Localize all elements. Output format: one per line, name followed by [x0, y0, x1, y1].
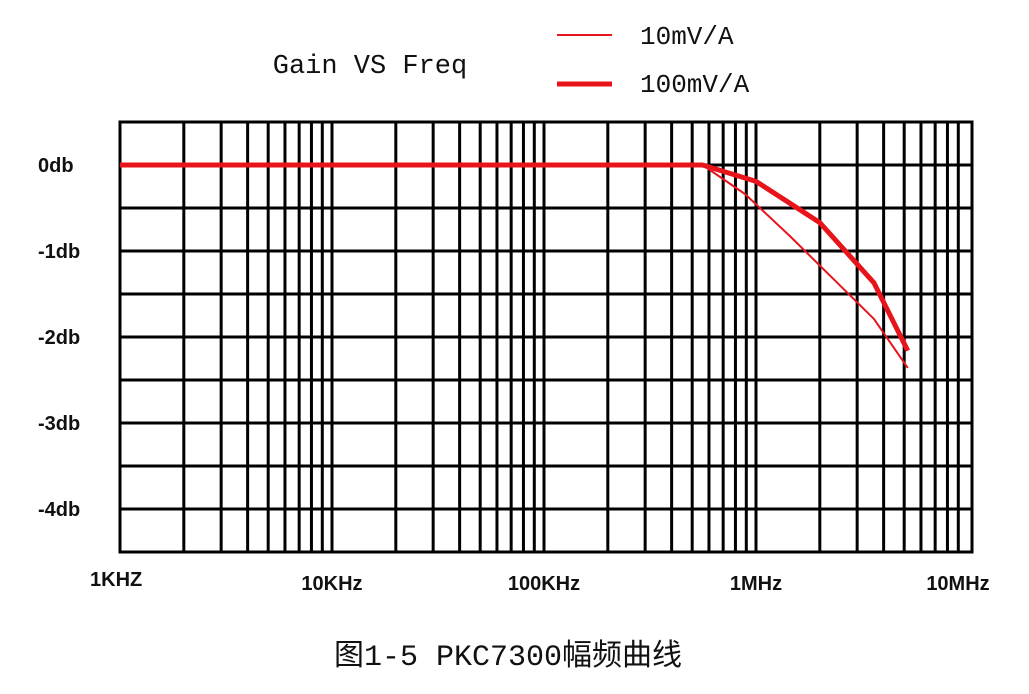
- x-tick-label: 100KHz: [508, 573, 580, 595]
- y-tick-label: -1db: [38, 241, 80, 263]
- legend-label-100mv: 100mV/A: [640, 70, 750, 100]
- x-tick-label: 10KHz: [301, 573, 362, 595]
- chart-title: Gain VS Freq: [273, 52, 467, 82]
- x-tick-label: 1MHz: [730, 573, 782, 595]
- y-axis: 0db -1db -2db -3db -4db: [38, 155, 80, 521]
- legend: 10mV/A 100mV/A: [557, 22, 750, 100]
- y-tick-label: -3db: [38, 413, 80, 435]
- grid: [118, 120, 974, 554]
- x-tick-label: 10MHz: [926, 573, 989, 595]
- y-tick-label: -2db: [38, 327, 80, 349]
- y-tick-label: -4db: [38, 499, 80, 521]
- legend-label-10mv: 10mV/A: [640, 22, 734, 52]
- y-tick-label: 0db: [38, 155, 74, 177]
- series-lines: [120, 162, 911, 369]
- x-axis: 1KHZ 10KHz 100KHz 1MHz 10MHz: [90, 569, 990, 595]
- series-line-100mv-a: [120, 162, 911, 352]
- figure-caption: 图1-5 PKC7300幅频曲线: [334, 639, 682, 675]
- x-tick-label: 1KHZ: [90, 569, 142, 591]
